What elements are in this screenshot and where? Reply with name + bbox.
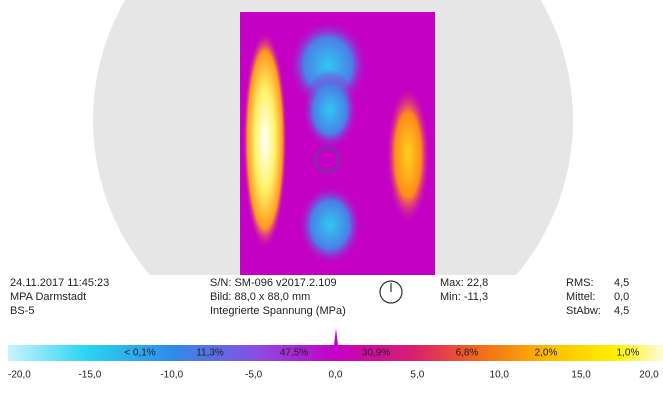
histogram [331,328,343,345]
info-text: 24.11.2017 11:45:23 [10,277,109,289]
info-text: Integrierte Spannung (MPa) [210,305,346,317]
colorbar-tick-label: 20,0 [639,370,659,381]
stat-label: StAbw: [566,305,601,317]
colorbar-tick-label: 15,0 [571,370,591,381]
stat-label: Mittel: [566,291,595,303]
colorbar-tick-label: -10,0 [160,370,183,381]
colorbar-tick-label: 5,0 [410,370,424,381]
colorbar-tick-label: 0,0 [329,370,343,381]
min-text: Min: -11,3 [440,291,488,303]
percentage-label: 6,8% [456,348,479,359]
percentage-label: < 0,1% [124,348,156,359]
stats: RMS: 4,5 Mittel: 0,0 StAbw: 4,5 [566,277,629,317]
colorbar-tick-label: 10,0 [490,370,510,381]
stress-blob [298,185,362,265]
stress-blob [302,70,358,150]
max-text: Max: 22,8 [440,277,488,289]
stress-blob [386,85,430,225]
colorbar-tick-label: -20,0 [8,370,31,381]
colorbar [8,345,663,361]
percentage-label: 11,3% [196,348,224,359]
percentage-label: 1,0% [617,348,640,359]
colorbar-tick-label: -15,0 [78,370,101,381]
stat-label: RMS: [566,277,594,289]
percentage-label: 47,5% [280,348,308,359]
percentage-label: 2,0% [535,348,558,359]
stat-value: 4,5 [614,305,629,317]
page: {"info_left": ["24.11.2017 11:45:23", "M… [0,0,663,400]
clock-icon [380,281,402,303]
percentage-label: 30,9% [362,348,390,359]
screen: 24.11.2017 11:45:23 MPA Darmstadt BS-5 S… [0,0,663,400]
stat-value: 4,5 [614,277,629,289]
info-left: 24.11.2017 11:45:23 MPA Darmstadt BS-5 [10,277,109,317]
info-text: BS-5 [10,305,34,317]
info-middle: S/N: SM-096 v2017.2.109 Bild: 88,0 x 88,… [210,277,346,317]
info-text: Bild: 88,0 x 88,0 mm [210,291,310,303]
info-text: MPA Darmstadt [10,291,86,303]
stress-blob [243,30,287,250]
info-text: S/N: SM-096 v2017.2.109 [210,277,337,289]
stat-value: 0,0 [614,291,629,303]
colorbar-tick-label: -5,0 [245,370,263,381]
